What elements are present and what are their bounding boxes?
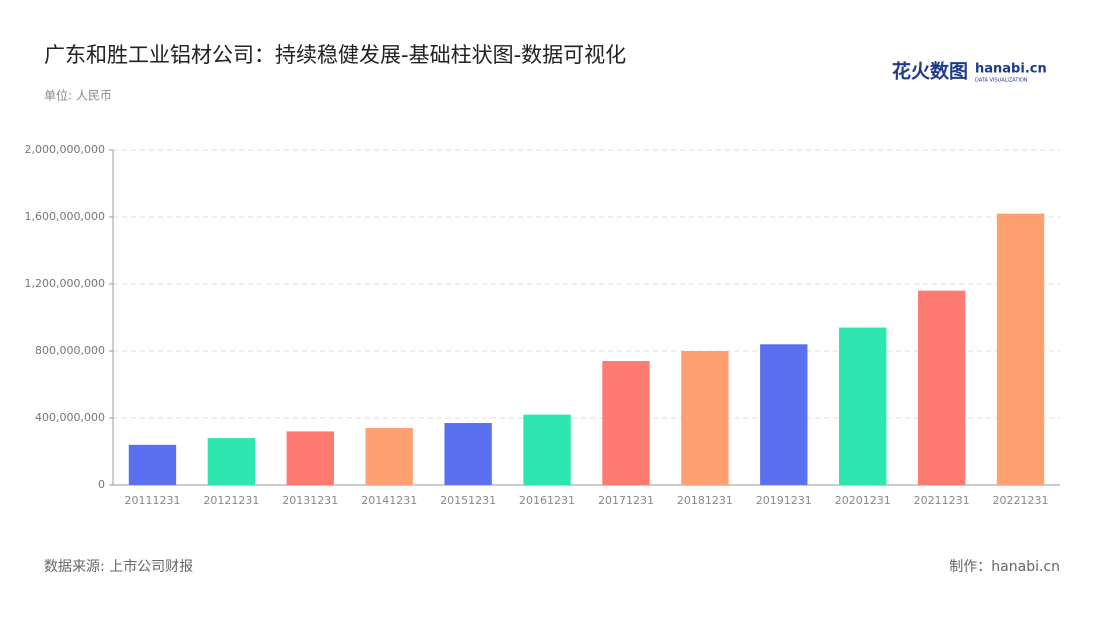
x-tick-label: 20171231	[598, 494, 654, 507]
x-tick-label: 20151231	[440, 494, 496, 507]
x-tick-label: 20141231	[361, 494, 417, 507]
x-tick-label: 20201231	[835, 494, 891, 507]
bar	[681, 351, 729, 485]
bar	[128, 444, 177, 485]
bar	[365, 428, 413, 485]
source-note: 数据来源: 上市公司财报	[44, 558, 193, 575]
chart-title: 广东和胜工业铝材公司：持续稳健发展-基础柱状图-数据可视化	[44, 43, 626, 67]
bar	[917, 290, 966, 485]
y-tick-label: 1,600,000,000	[25, 210, 105, 223]
y-tick-label: 400,000,000	[35, 411, 105, 424]
x-tick-label: 20111231	[124, 494, 180, 507]
bar	[444, 423, 492, 485]
unit-label: 单位: 人民币	[44, 88, 112, 103]
bar	[523, 414, 571, 485]
bar	[207, 438, 256, 485]
x-tick-label: 20121231	[203, 494, 259, 507]
bar	[839, 327, 887, 485]
y-tick-label: 0	[98, 478, 105, 491]
y-tick-label: 2,000,000,000	[25, 143, 105, 156]
x-tick-label: 20211231	[914, 494, 970, 507]
logo-domain: hanabi.cn	[975, 62, 1047, 77]
x-tick-label: 20181231	[677, 494, 733, 507]
x-tick-label: 20161231	[519, 494, 575, 507]
bar	[760, 344, 808, 485]
x-tick-label: 20191231	[756, 494, 812, 507]
logo-tagline: DATA VISUALIZATION	[975, 78, 1028, 84]
bar	[286, 431, 334, 485]
bar	[996, 213, 1045, 485]
x-tick-label: 20221231	[993, 494, 1049, 507]
x-tick-label: 20131231	[282, 494, 338, 507]
y-tick-label: 1,200,000,000	[25, 277, 105, 290]
bar	[602, 361, 650, 485]
y-tick-label: 800,000,000	[35, 344, 105, 357]
logo-text: 花火数图	[892, 60, 968, 83]
credit-note: 制作：hanabi.cn	[949, 559, 1060, 575]
